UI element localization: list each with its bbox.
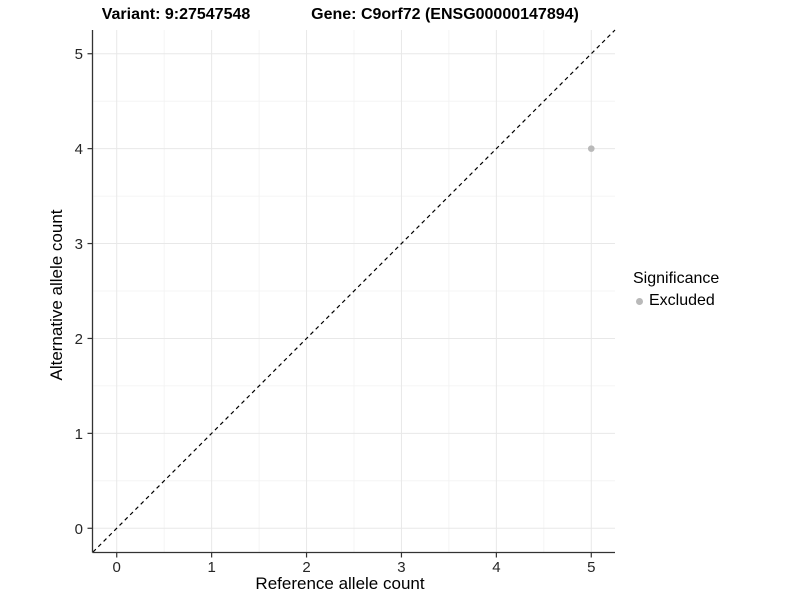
svg-text:0: 0 bbox=[113, 559, 121, 576]
x-axis-title: Reference allele count bbox=[255, 574, 425, 593]
legend-key-dot bbox=[636, 297, 643, 305]
svg-text:0: 0 bbox=[75, 521, 83, 538]
plot-title-variant: Variant: 9:27547548 bbox=[101, 6, 251, 23]
x-axis-ticks: 0 1 2 3 4 5 bbox=[113, 552, 595, 576]
legend: Significance Excluded bbox=[633, 270, 719, 310]
svg-text:4: 4 bbox=[75, 141, 83, 158]
axis-lines bbox=[91, 30, 615, 554]
svg-text:5: 5 bbox=[75, 46, 83, 63]
data-point bbox=[587, 145, 595, 152]
identity-line bbox=[92, 29, 616, 553]
svg-text:1: 1 bbox=[207, 559, 215, 576]
y-axis-ticks: 0 1 2 3 4 5 bbox=[75, 46, 93, 538]
data-points bbox=[587, 145, 595, 152]
plot-title-gene: Gene: C9orf72 (ENSG00000147894) bbox=[311, 6, 579, 23]
svg-text:1: 1 bbox=[75, 426, 83, 443]
gridlines-minor bbox=[93, 30, 615, 552]
gridlines-major bbox=[93, 30, 615, 552]
svg-text:4: 4 bbox=[492, 559, 500, 576]
legend-item: Excluded bbox=[633, 292, 719, 310]
legend-title: Significance bbox=[633, 270, 720, 287]
svg-text:5: 5 bbox=[587, 559, 595, 576]
svg-text:3: 3 bbox=[75, 236, 83, 253]
legend-item-label: Excluded bbox=[649, 292, 715, 309]
svg-text:3: 3 bbox=[397, 559, 405, 576]
y-axis-title: Alternative allele count bbox=[47, 209, 66, 381]
svg-text:2: 2 bbox=[75, 331, 83, 348]
svg-text:2: 2 bbox=[302, 559, 310, 576]
